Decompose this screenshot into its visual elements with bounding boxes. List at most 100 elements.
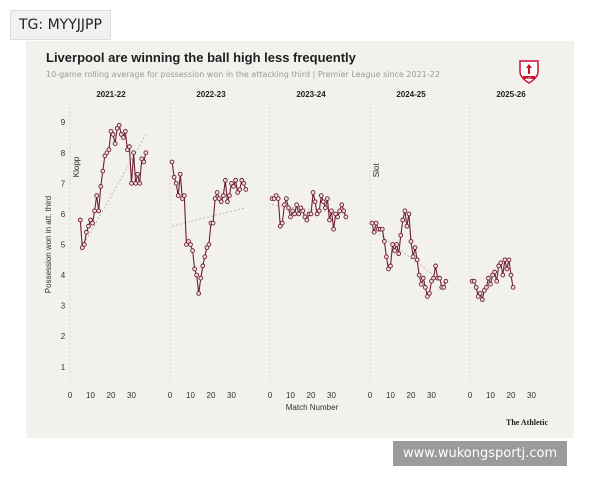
data-point (204, 245, 210, 250)
data-point (506, 257, 512, 263)
data-point (316, 208, 322, 214)
chart-title: Liverpool are winning the ball high less… (46, 50, 356, 65)
data-point (125, 147, 130, 153)
data-point (420, 275, 426, 281)
data-point (239, 177, 245, 183)
season-label: 2022-23 (196, 90, 226, 99)
trend-line (171, 207, 246, 227)
data-point (120, 135, 126, 140)
data-point (382, 239, 387, 244)
x-axis-label: Match Number (286, 403, 339, 412)
data-point (498, 260, 504, 266)
y-tick-label: 2 (61, 332, 66, 341)
data-point (502, 257, 508, 263)
data-point (133, 180, 138, 186)
data-point (508, 272, 514, 278)
x-tick-label: 20 (207, 391, 216, 400)
data-point (400, 217, 406, 223)
data-point (343, 214, 349, 220)
x-tick-label: 0 (168, 391, 173, 400)
data-point (369, 220, 375, 226)
x-tick-label: 0 (268, 391, 273, 400)
data-point (177, 171, 183, 177)
data-point (135, 171, 140, 177)
data-point (282, 202, 287, 208)
data-point (482, 288, 487, 293)
data-point (390, 242, 395, 247)
data-point (202, 254, 208, 260)
data-point (214, 190, 220, 195)
data-point (373, 220, 379, 226)
data-point (106, 147, 112, 153)
y-tick-label: 8 (61, 149, 66, 158)
data-point (386, 266, 391, 272)
data-point (182, 193, 187, 198)
data-point (292, 211, 297, 217)
data-point (212, 196, 218, 201)
x-tick-label: 10 (286, 391, 295, 400)
data-point (296, 211, 302, 217)
data-point (384, 254, 389, 260)
data-point (279, 220, 285, 226)
data-point (504, 266, 510, 272)
data-point (141, 159, 147, 165)
data-point (471, 278, 477, 284)
data-point (275, 196, 281, 201)
data-point (308, 211, 314, 217)
data-point (379, 226, 385, 232)
data-point (227, 193, 232, 198)
data-point (443, 278, 449, 284)
data-point (284, 196, 289, 201)
data-point (431, 275, 436, 281)
data-point (496, 263, 502, 269)
data-point (286, 205, 291, 211)
data-point (371, 229, 377, 235)
data-point (300, 208, 306, 214)
data-point (418, 281, 424, 287)
x-tick-label: 20 (407, 391, 416, 400)
trend-line (79, 134, 147, 251)
data-point (210, 220, 216, 226)
x-tick-label: 20 (107, 391, 116, 400)
x-tick-label: 0 (468, 391, 473, 400)
data-point (143, 150, 149, 156)
data-point (337, 208, 343, 214)
data-point (98, 184, 104, 189)
data-point (277, 223, 283, 229)
y-tick-label: 6 (61, 210, 66, 219)
data-point (81, 242, 87, 247)
data-point (233, 177, 238, 183)
data-point (396, 251, 402, 257)
data-point (92, 208, 97, 214)
data-point (408, 239, 414, 244)
data-point (473, 284, 479, 290)
data-point (427, 291, 432, 296)
data-point (500, 272, 506, 278)
data-point (494, 278, 499, 284)
x-tick-label: 10 (386, 391, 395, 400)
data-point (479, 297, 485, 302)
data-point (486, 275, 491, 281)
data-point (312, 199, 318, 205)
x-tick-label: 30 (127, 391, 136, 400)
data-point (304, 217, 310, 223)
data-point (112, 141, 118, 146)
trend-line (371, 228, 447, 285)
manager-annotation: Klopp (72, 156, 81, 177)
x-tick-label: 20 (307, 391, 316, 400)
data-point (108, 128, 114, 134)
y-tick-label: 5 (61, 241, 66, 250)
season-label: 2024-25 (396, 90, 426, 99)
data-point (433, 263, 438, 269)
data-point (223, 177, 228, 183)
data-point (192, 266, 197, 272)
season-label: 2023-24 (296, 90, 326, 99)
data-point (298, 205, 304, 211)
data-point (414, 257, 420, 263)
data-point (96, 208, 102, 214)
data-point (320, 199, 326, 205)
data-point (175, 193, 181, 198)
data-point (231, 184, 236, 189)
x-tick-label: 30 (527, 391, 536, 400)
data-point (404, 223, 410, 229)
